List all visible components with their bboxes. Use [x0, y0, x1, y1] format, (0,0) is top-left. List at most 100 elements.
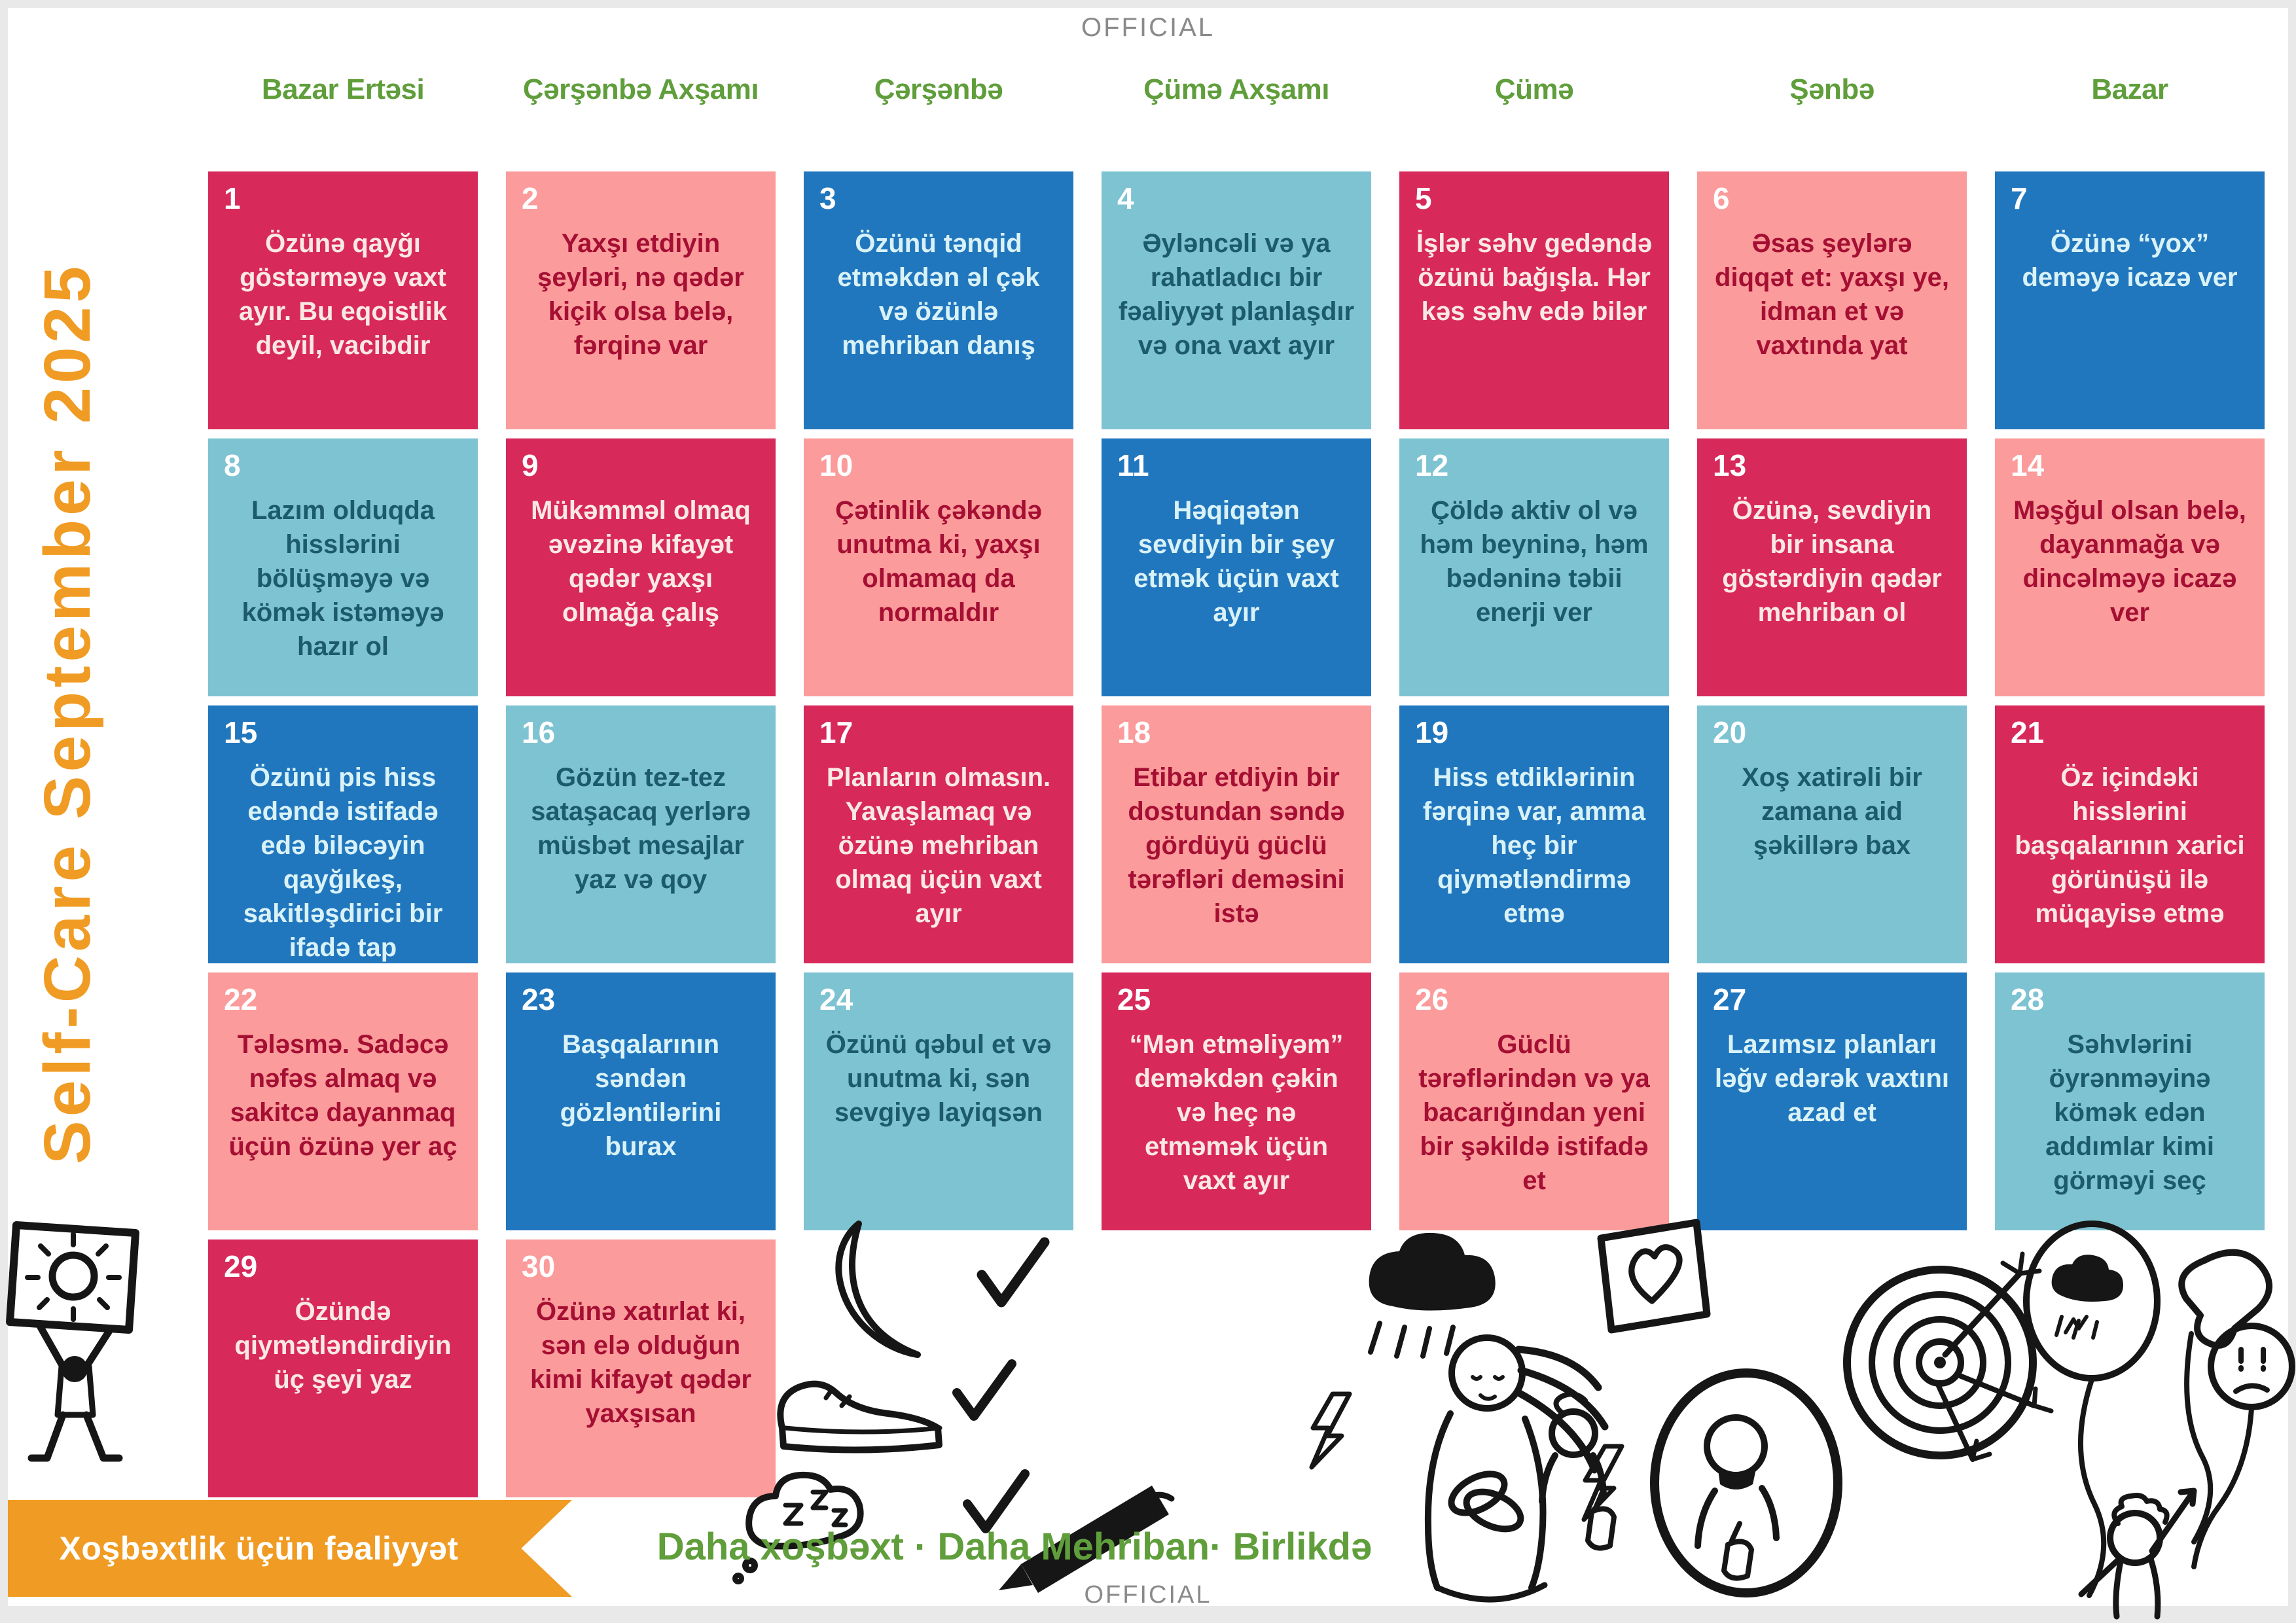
day-tip-text: Gözün tez-tez sataşacaq yerlərə müsbət m… [531, 763, 751, 894]
day-number: 10 [819, 448, 853, 482]
day-tip-text: Səhvlərini öyrənməyinə kömək edən addıml… [2045, 1030, 2214, 1195]
day-tip-text: Əyləncəli və ya rahatladıcı bir fəaliyyə… [1118, 229, 1355, 360]
day-tip-text: Özünü pis hiss edəndə istifadə edə biləc… [243, 763, 443, 962]
calendar-cell-26: 26 Güclü tərəflərindən və ya bacarığından… [1399, 972, 1669, 1230]
weekday-wednesday: Çərşənbə [874, 73, 1003, 105]
day-tip-text: Planların olmasın. Yavaşlamaq və özünə m… [826, 763, 1051, 928]
day-number: 17 [819, 715, 853, 749]
day-tip-text: Mükəmməl olmaq əvəzinə kifayət qədər yax… [531, 496, 751, 627]
day-number: 16 [522, 715, 556, 749]
day-number: 25 [1117, 982, 1151, 1016]
day-number: 3 [819, 181, 836, 215]
calendar-cell-25: 25 “Mən etməliyəm” deməkdən çəkin və heç … [1102, 972, 1371, 1230]
calendar-cell-10: 10 Çətinlik çəkəndə unutma ki, yaxşı olma… [804, 438, 1073, 696]
day-tip-text: Özünə qayğı göstərməyə vaxt ayır. Bu eqo… [239, 229, 447, 360]
calendar-grid: 1 Özünə qayğı göstərməyə vaxt ayır. Bu eq… [208, 171, 2265, 1497]
day-number: 2 [522, 181, 539, 215]
calendar-cell-19: 19 Hiss etdiklərinin fərqinə var, amma he… [1399, 705, 1669, 963]
weekday-sunday: Bazar [2091, 73, 2168, 105]
calendar-cell-15: 15 Özünü pis hiss edəndə istifadə edə bil… [208, 705, 478, 963]
weekday-saturday: Şənbə [1789, 73, 1874, 105]
day-tip-text: Etibar etdiyin bir dostundan səndə gördü… [1128, 763, 1345, 928]
calendar-cell-12: 12 Çöldə aktiv ol və həm beyninə, həm bəd… [1399, 438, 1669, 696]
day-number: 30 [522, 1249, 556, 1283]
calendar-cell-4: 4 Əyləncəli və ya rahatladıcı bir fəaliyy… [1102, 171, 1371, 429]
weekday-friday: Çümə [1494, 73, 1574, 105]
day-number: 13 [1713, 448, 1747, 482]
day-tip-text: Çətinlik çəkəndə unutma ki, yaxşı olmama… [835, 496, 1042, 627]
calendar-cell-13: 13 Özünə, sevdiyin bir insana göstərdiyin… [1697, 438, 1967, 696]
calendar-cell-6: 6 Əsas şeylərə diqqət et: yaxşı ye, idman… [1697, 171, 1967, 429]
day-tip-text: Hiss etdiklərinin fərqinə var, amma heç … [1422, 763, 1646, 928]
calendar-cell-22: 22 Tələsmə. Sadəcə nəfəs almaq və sakitcə… [208, 972, 478, 1230]
calendar-cell-8: 8 Lazım olduqda hisslərini bölüşməyə və k… [208, 438, 478, 696]
day-tip-text: Çöldə aktiv ol və həm beyninə, həm bədən… [1420, 496, 1649, 627]
day-number: 9 [522, 448, 539, 482]
day-number: 11 [1117, 448, 1149, 482]
official-banner-bottom: OFFICIAL [1084, 1581, 1212, 1609]
day-tip-text: Özündə qiymətləndirdiyin üç şeyi yaz [234, 1297, 452, 1394]
day-tip-text: Özünə, sevdiyin bir insana göstərdiyin q… [1722, 496, 1942, 627]
calendar-cell-27: 27 Lazımsız planları ləğv edərək vaxtını … [1697, 972, 1967, 1230]
weekday-tuesday: Çərşənbə Axşamı [522, 73, 759, 105]
day-number: 4 [1117, 181, 1134, 215]
day-tip-text: İşlər səhv gedəndə özünü bağışla. Hər kə… [1416, 229, 1653, 326]
day-tip-text: Əsas şeylərə diqqət et: yaxşı ye, idman … [1715, 229, 1949, 360]
day-tip-text: Lazımsız planları ləğv edərək vaxtını az… [1715, 1030, 1949, 1127]
day-number: 23 [522, 982, 556, 1016]
day-tip-text: Həqiqətən sevdiyin bir şey etmək üçün va… [1134, 496, 1339, 627]
ribbon-label: Xoşbəxtlik üçün fəaliyyət [59, 1530, 459, 1567]
calendar-cell-9: 9 Mükəmməl olmaq əvəzinə kifayət qədər ya… [506, 438, 776, 696]
day-number: 6 [1713, 181, 1730, 215]
weekday-header-row: Bazar Ertəsi Çərşənbə Axşamı Çərşənbə Çü… [208, 73, 2265, 106]
day-number: 12 [1415, 448, 1449, 482]
day-tip-text: Özünə xatırlat ki, sən elə olduğun kimi … [530, 1297, 751, 1428]
day-tip-text: Özünə “yox” deməyə icazə ver [2022, 229, 2238, 292]
calendar-cell-18: 18 Etibar etdiyin bir dostundan səndə gör… [1102, 705, 1371, 963]
calendar-cell-17: 17 Planların olmasın. Yavaşlamaq və özünə… [804, 705, 1073, 963]
day-tip-text: “Mən etməliyəm” deməkdən çəkin və heç nə… [1129, 1030, 1344, 1195]
day-number: 1 [224, 181, 241, 215]
day-tip-text: Yaxşı etdiyin şeyləri, nə qədər kiçik ol… [537, 229, 744, 360]
calendar-cell-23: 23 Başqalarının səndən gözləntilərini bur… [506, 972, 776, 1230]
calendar-cell-14: 14 Məşğul olsan belə, dayanmağa və dincəl… [1995, 438, 2265, 696]
calendar-cell-21: 21 Öz içindəki hisslərini başqalarının xa… [1995, 705, 2265, 963]
happiness-action-ribbon: Xoşbəxtlik üçün fəaliyyət [8, 1500, 572, 1597]
day-tip-text: Öz içindəki hisslərini başqalarının xari… [2015, 763, 2245, 928]
day-tip-text: Lazım olduqda hisslərini bölüşməyə və kö… [242, 496, 444, 661]
calendar-cell-28: 28 Səhvlərini öyrənməyinə kömək edən addı… [1995, 972, 2265, 1230]
day-tip-text: Tələsmə. Sadəcə nəfəs almaq və sakitcə d… [228, 1030, 457, 1161]
day-number: 18 [1117, 715, 1151, 749]
calendar-cell-5: 5 İşlər səhv gedəndə özünü bağışla. Hər k… [1399, 171, 1669, 429]
day-tip-text: Məşğul olsan belə, dayanmağa və dincəlmə… [2013, 496, 2246, 627]
day-number: 22 [224, 982, 258, 1016]
calendar-cell-29: 29 Özündə qiymətləndirdiyin üç şeyi yaz [208, 1240, 478, 1497]
calendar-cell-24: 24 Özünü qəbul et və unutma ki, sən sevgi… [804, 972, 1073, 1230]
official-banner-top: OFFICIAL [1081, 13, 1215, 42]
day-number: 5 [1415, 181, 1432, 215]
calendar-cell-11: 11 Həqiqətən sevdiyin bir şey etmək üçün … [1102, 438, 1371, 696]
calendar-cell-3: 3 Özünü tənqid etməkdən əl çək və özünlə … [804, 171, 1073, 429]
day-number: 20 [1713, 715, 1747, 749]
day-number: 7 [2011, 181, 2028, 215]
day-number: 27 [1713, 982, 1747, 1016]
day-number: 19 [1415, 715, 1449, 749]
poster-title: Self-Care September 2025 [31, 262, 104, 1164]
calendar-cell-7: 7 Özünə “yox” deməyə icazə ver [1995, 171, 2265, 429]
day-number: 21 [2011, 715, 2045, 749]
day-number: 28 [2011, 982, 2045, 1016]
day-number: 24 [819, 982, 853, 1016]
day-number: 14 [2011, 448, 2045, 482]
calendar-cell-30: 30 Özünə xatırlat ki, sən elə olduğun kim… [506, 1240, 776, 1497]
day-tip-text: Xoş xatirəli bir zamana aid şəkillərə ba… [1742, 763, 1922, 860]
weekday-monday: Bazar Ertəsi [261, 73, 425, 105]
day-number: 26 [1415, 982, 1449, 1016]
day-tip-text: Özünü qəbul et və unutma ki, sən sevgiyə… [825, 1030, 1052, 1127]
campaign-motto: Daha xoşbəxt · Daha Mehriban· Birlikdə [656, 1525, 1372, 1568]
calendar-cell-20: 20 Xoş xatirəli bir zamana aid şəkillərə … [1697, 705, 1967, 963]
day-tip-text: Özünü tənqid etməkdən əl çək və özünlə m… [837, 229, 1040, 360]
day-number: 29 [224, 1249, 258, 1283]
day-tip-text: Güclü tərəflərindən və ya bacarığından y… [1418, 1030, 1650, 1195]
calendar-cell-1: 1 Özünə qayğı göstərməyə vaxt ayır. Bu eq… [208, 171, 478, 429]
calendar-cell-2: 2 Yaxşı etdiyin şeyləri, nə qədər kiçik o… [506, 171, 776, 429]
